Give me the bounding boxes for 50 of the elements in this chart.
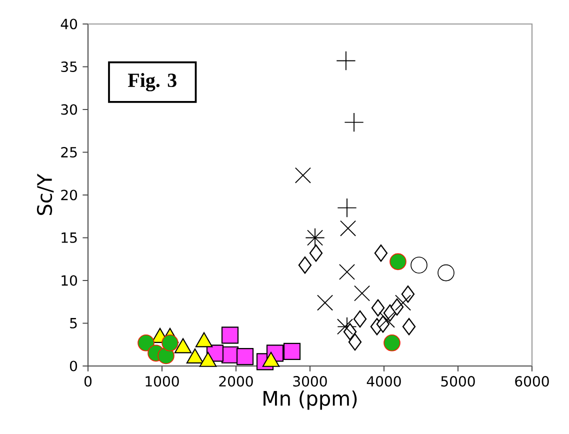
point	[390, 298, 404, 316]
point	[317, 294, 334, 311]
point	[298, 256, 312, 274]
y-tick-label: 40	[60, 18, 78, 30]
point	[336, 318, 354, 335]
y-tick-label: 30	[61, 104, 78, 115]
point	[309, 244, 323, 262]
point	[438, 264, 454, 282]
y-tick-label: 25	[61, 146, 77, 158]
x-tick-label: 4000	[366, 376, 401, 387]
point	[162, 334, 178, 352]
point	[340, 220, 356, 236]
y-tick-label: 35	[61, 61, 77, 72]
y-tick-label: 20	[61, 190, 78, 200]
point	[283, 342, 301, 360]
y-tick-label: 5	[70, 318, 77, 328]
x-tick-label: 2000	[219, 376, 253, 387]
point	[395, 294, 412, 311]
point	[376, 315, 390, 333]
y-tick-label: 15	[62, 232, 77, 243]
annotation: Fig. 3	[128, 73, 176, 92]
point	[337, 198, 357, 218]
point	[410, 256, 428, 274]
y-tick-label: 0	[70, 360, 78, 372]
x-tick-label: 0	[84, 376, 92, 387]
y-axis-title: Sc/Y	[36, 174, 54, 215]
point	[401, 286, 415, 303]
point	[402, 318, 416, 336]
point	[236, 348, 254, 366]
point	[344, 112, 364, 132]
point	[384, 334, 400, 352]
point	[294, 167, 311, 184]
point	[348, 333, 362, 351]
point	[374, 244, 388, 262]
point	[371, 299, 385, 316]
point	[378, 312, 395, 328]
point	[390, 253, 406, 270]
point	[138, 334, 154, 352]
x-tick-label: 1000	[146, 376, 179, 387]
point	[221, 326, 239, 344]
y-tick-label: 10	[62, 275, 78, 286]
point	[338, 264, 356, 280]
x-axis-title: Mn (ppm)	[264, 390, 357, 410]
x-tick-label: 5000	[441, 376, 475, 387]
x-tick-label: 3000	[293, 376, 327, 387]
point	[353, 310, 367, 328]
point	[354, 285, 370, 302]
point	[343, 323, 357, 340]
x-tick-label: 6000	[515, 376, 549, 387]
point	[336, 50, 356, 71]
